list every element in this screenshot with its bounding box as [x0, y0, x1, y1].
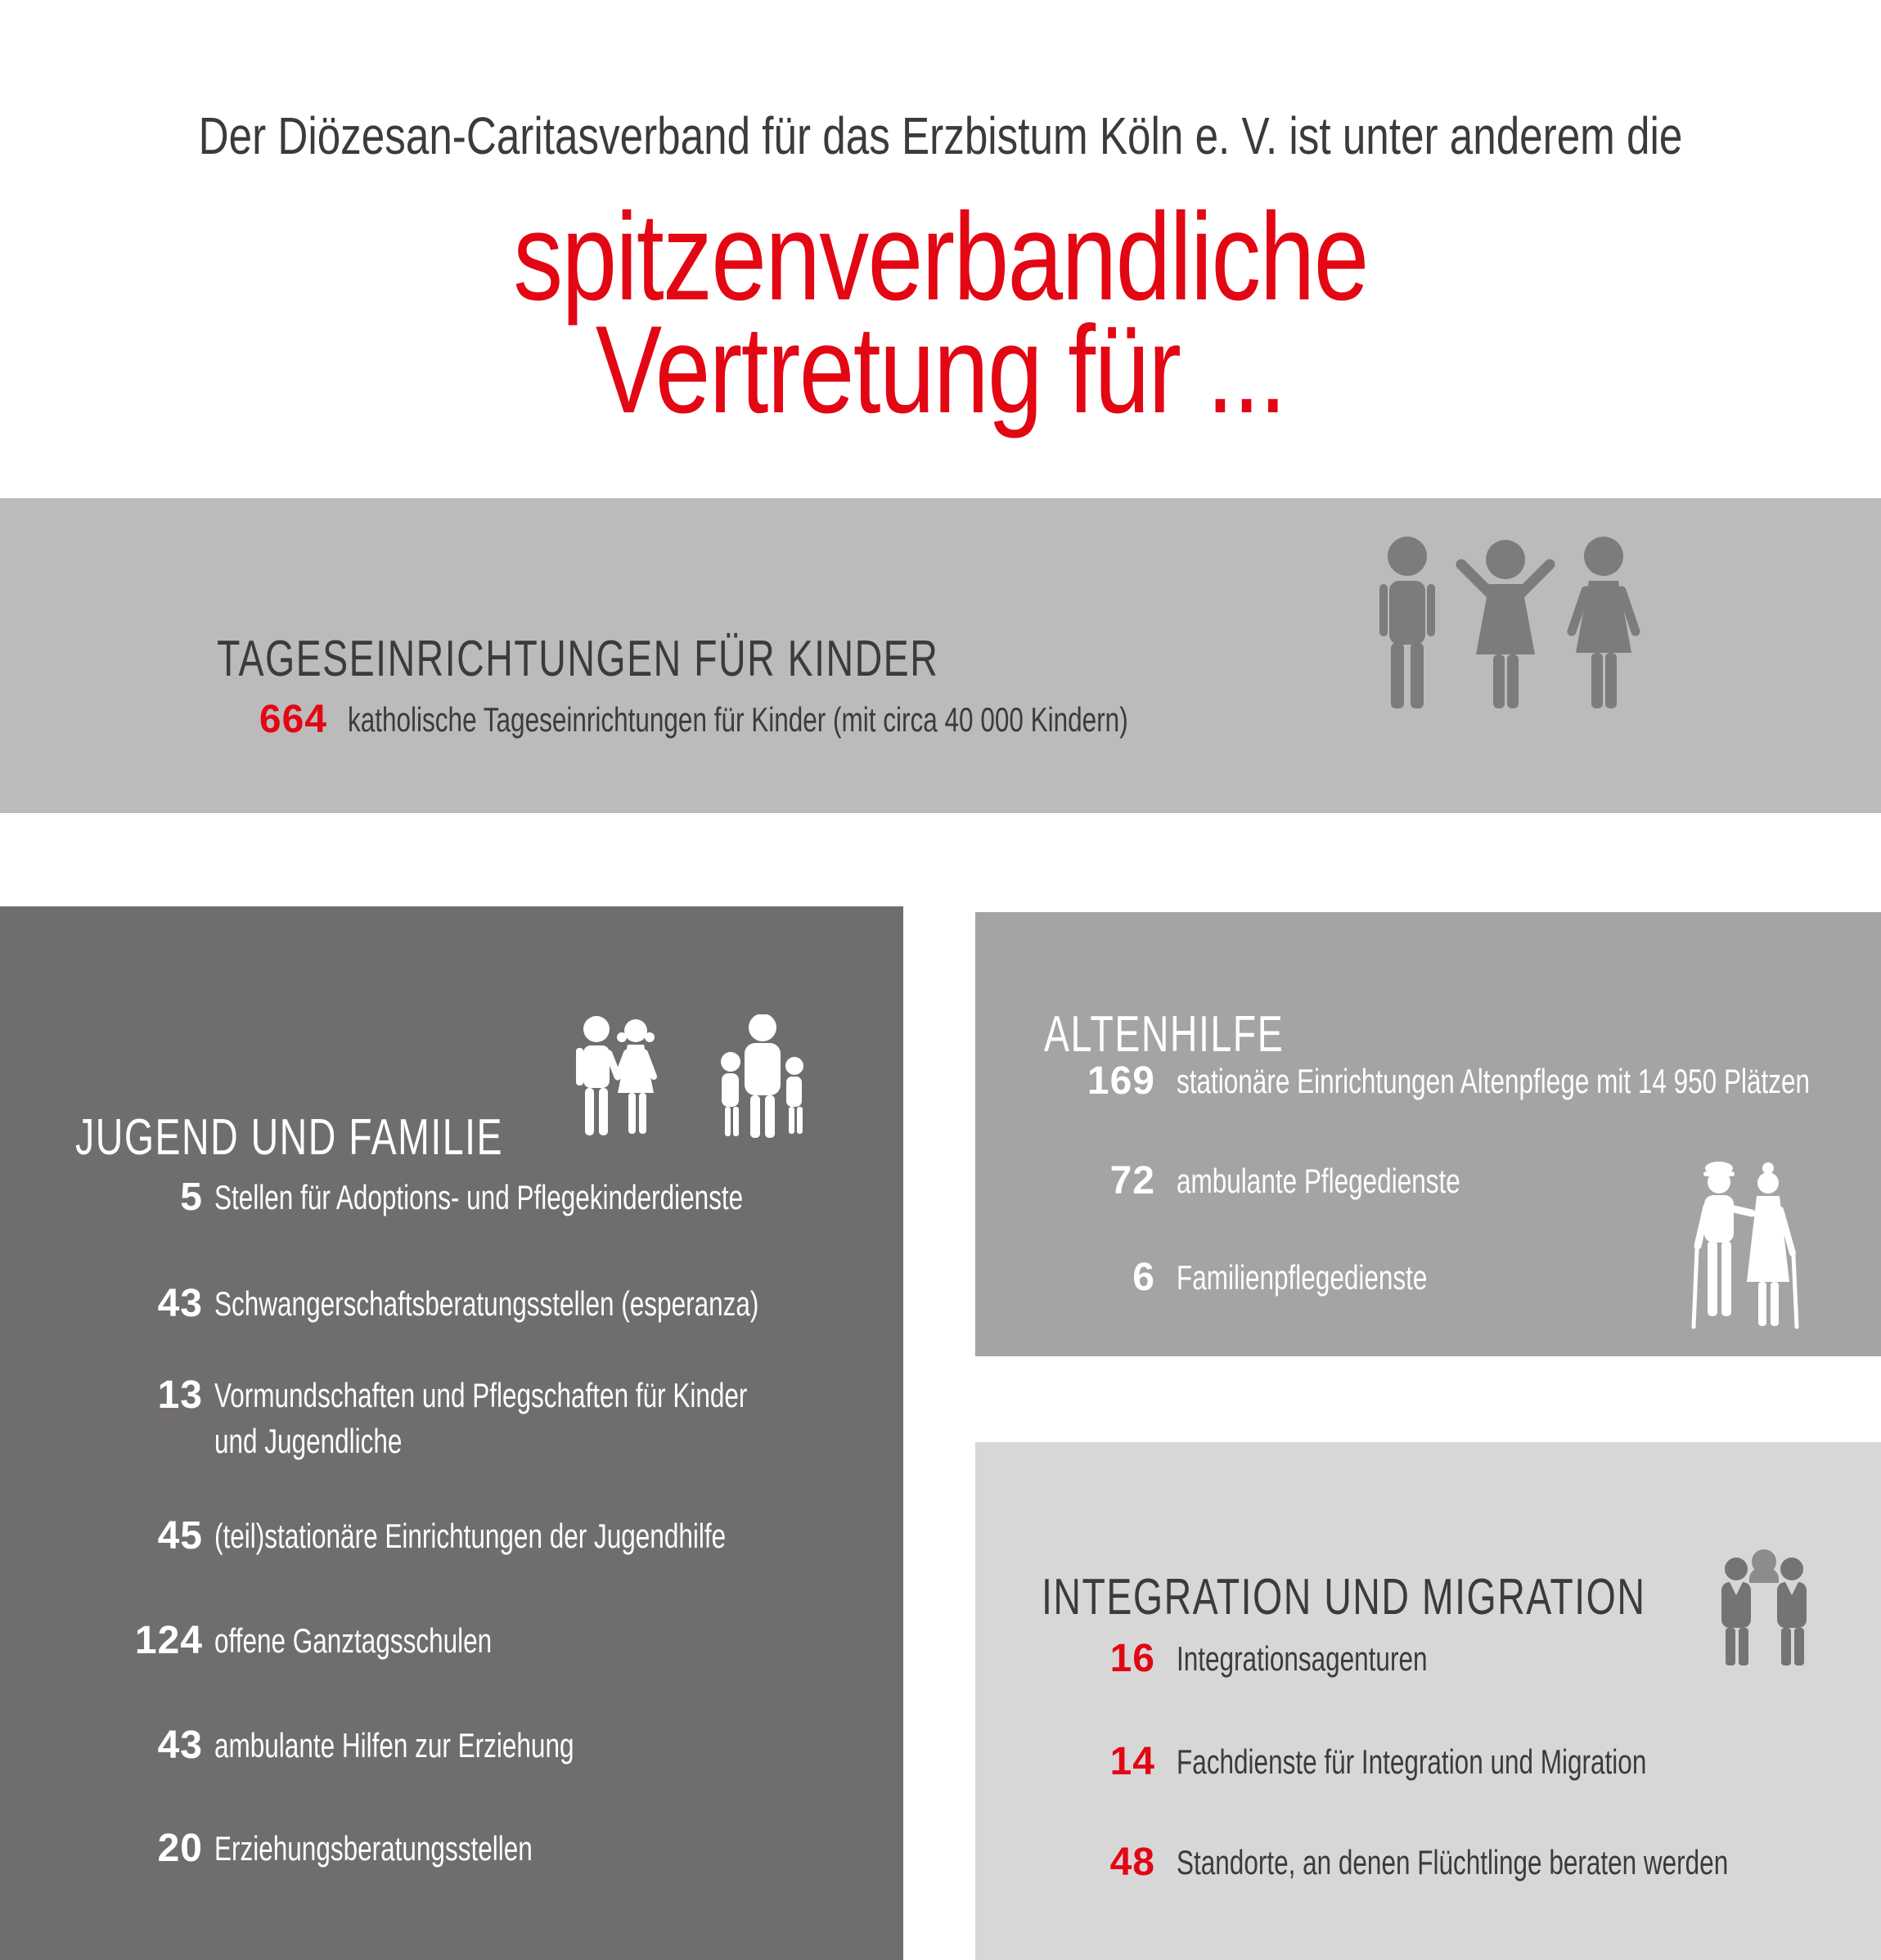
family-icon	[570, 1014, 844, 1174]
section-title: TAGESEINRICHTUNGEN FÜR KINDER	[217, 631, 939, 688]
stat-value: 5	[180, 1176, 203, 1219]
stat-label: ambulante Hilfen zur Erziehung	[214, 1726, 574, 1764]
section-altenhilfe: ALTENHILFE 169 stationäre Einrichtungen …	[975, 912, 1881, 1356]
stat-label: Familienpflegedienste	[1177, 1258, 1428, 1297]
stat-row: 5 Stellen für Adoptions- und Pflegekinde…	[72, 1165, 903, 1230]
stat-value: 20	[157, 1827, 203, 1870]
intro-text: Der Diözesan-Caritasverband für das Erzb…	[198, 106, 1683, 165]
page-title-line2: Vertretung für ...	[595, 300, 1287, 439]
stat-row: 124 offene Ganztagsschulen	[72, 1608, 584, 1674]
section-tageseinrichtungen: TAGESEINRICHTUNGEN FÜR KINDER 664 kathol…	[0, 498, 1881, 813]
children-icon	[1366, 532, 1645, 744]
stat-value: 14	[1109, 1740, 1155, 1783]
stat-label: Vormundschaften und Pflegschaften für Ki…	[214, 1376, 748, 1460]
section-title: ALTENHILFE	[1044, 1006, 1285, 1063]
stat-value: 72	[1109, 1159, 1155, 1203]
stat-value: 16	[1109, 1637, 1155, 1680]
stat-label: Fachdienste für Integration und Migratio…	[1177, 1742, 1647, 1781]
section-jugend-und-familie: JUGEND UND FAMILIE	[0, 906, 903, 1960]
stat-row: 48 Standorte, an denen Flüchtlinge berat…	[1024, 1830, 1881, 1895]
stat-value: 43	[157, 1724, 203, 1767]
stat-value: 6	[1132, 1256, 1155, 1299]
stat-value: 169	[1087, 1059, 1155, 1103]
stat-value: 13	[157, 1373, 203, 1417]
stat-row: 72 ambulante Pflegedienste	[1024, 1149, 1555, 1214]
stat-value: 45	[157, 1514, 203, 1558]
elderly-couple-icon	[1680, 1158, 1811, 1342]
stat-label: Standorte, an denen Flüchtlinge beraten …	[1177, 1843, 1729, 1881]
stat-label: stationäre Einrichtungen Altenpflege mit…	[1177, 1062, 1811, 1100]
stat-label: katholische Tageseinrichtungen für Kinde…	[348, 700, 1128, 739]
stat-label: Erziehungsberatungsstellen	[214, 1829, 533, 1868]
section-integration-und-migration: INTEGRATION UND MIGRATION 16 Integration…	[975, 1442, 1881, 1960]
people-group-icon	[1707, 1546, 1821, 1669]
stat-label: Stellen für Adoptions- und Pflegekinderd…	[214, 1178, 744, 1216]
stat-row: 664 katholische Tageseinrichtungen für K…	[196, 687, 1388, 753]
stat-row: 6 Familienpflegedienste	[1024, 1245, 1511, 1310]
stat-row: 14 Fachdienste für Integration und Migra…	[1024, 1729, 1803, 1795]
stat-row: 169 stationäre Einrichtungen Altenpflege…	[1024, 1049, 1881, 1114]
stat-value: 43	[157, 1282, 203, 1325]
stat-value: 664	[259, 698, 327, 741]
stat-label: ambulante Pflegedienste	[1177, 1162, 1460, 1200]
stat-label: offene Ganztagsschulen	[214, 1621, 493, 1660]
stat-value: 48	[1109, 1841, 1155, 1884]
stat-row: 16 Integrationsagenturen	[1024, 1626, 1511, 1692]
stat-value: 124	[134, 1619, 203, 1662]
stat-label: Schwangerschaftsberatungsstellen (espera…	[214, 1284, 759, 1323]
section-title: JUGEND UND FAMILIE	[75, 1109, 504, 1167]
stat-label: Integrationsagenturen	[1177, 1639, 1428, 1678]
section-title: INTEGRATION UND MIGRATION	[1042, 1569, 1646, 1626]
stat-row: 20 Erziehungsberatungsstellen	[72, 1816, 638, 1881]
stat-label: (teil)stationäre Einrichtungen der Jugen…	[214, 1517, 727, 1555]
stat-row: 13 Vormundschaften und Pflegschaften für…	[72, 1373, 903, 1464]
stat-row: 43 ambulante Hilfen zur Erziehung	[72, 1713, 694, 1778]
stat-row: 43 Schwangerschaftsberatungsstellen (esp…	[72, 1271, 903, 1337]
stat-row: 45 (teil)stationäre Einrichtungen der Ju…	[72, 1504, 897, 1569]
page-title-line1: spitzenverbandliche	[513, 187, 1369, 326]
